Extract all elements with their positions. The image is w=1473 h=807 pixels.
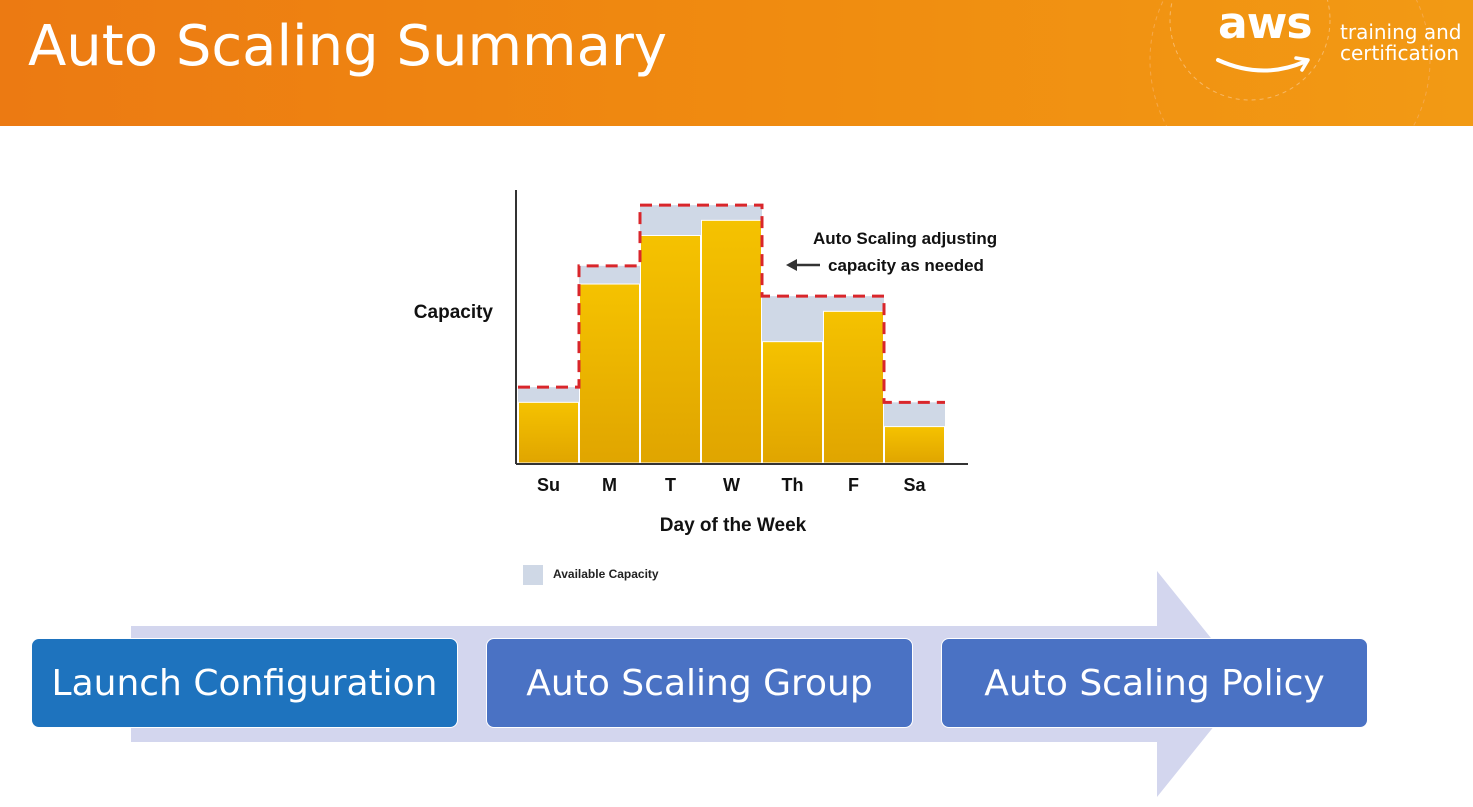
x-tick-label-su: Su <box>537 475 560 495</box>
x-tick-label-th: Th <box>782 475 804 495</box>
page-title: Auto Scaling Summary <box>28 14 668 79</box>
capacity-chart: Su M T W Th F Sa Day of the Week Capacity Auto Sc… <box>414 190 997 536</box>
bar-t <box>640 235 701 464</box>
x-tick-label-m: M <box>602 475 617 495</box>
y-axis-label: Capacity <box>414 302 494 323</box>
logo-tagline: training and certification <box>1340 22 1461 64</box>
bar-th <box>762 341 823 464</box>
bar-w <box>701 219 762 464</box>
auto-scaling-group-box[interactable]: Auto Scaling Group <box>486 638 913 728</box>
aws-smile-icon <box>1216 56 1310 73</box>
auto-scaling-policy-box[interactable]: Auto Scaling Policy <box>941 638 1368 728</box>
header-decoration <box>1149 0 1431 126</box>
bar-f <box>823 310 884 464</box>
bar-sa <box>884 426 945 464</box>
logo-tagline-line2: certification <box>1340 41 1460 65</box>
bar-su <box>518 401 579 464</box>
x-tick-label-w: W <box>723 475 740 495</box>
capacity-step-line <box>518 203 945 404</box>
launch-configuration-box[interactable]: Launch Configuration <box>31 638 458 728</box>
legend-swatch <box>523 565 543 585</box>
x-axis-label: Day of the Week <box>660 515 807 536</box>
legend-label: Available Capacity <box>553 567 659 581</box>
x-tick-label-sa: Sa <box>903 475 926 495</box>
x-tick-label-f: F <box>848 475 859 495</box>
header-banner: Auto Scaling Summary aws training and ce… <box>0 0 1473 126</box>
aws-logo: aws <box>1218 0 1313 49</box>
annotation-line-2: capacity as needed <box>828 256 984 275</box>
annotation-line-1: Auto Scaling adjusting <box>813 229 997 248</box>
annotation-arrow-head <box>786 259 797 271</box>
logo-tagline-line1: training and <box>1340 20 1462 44</box>
x-tick-label-t: T <box>665 475 676 495</box>
